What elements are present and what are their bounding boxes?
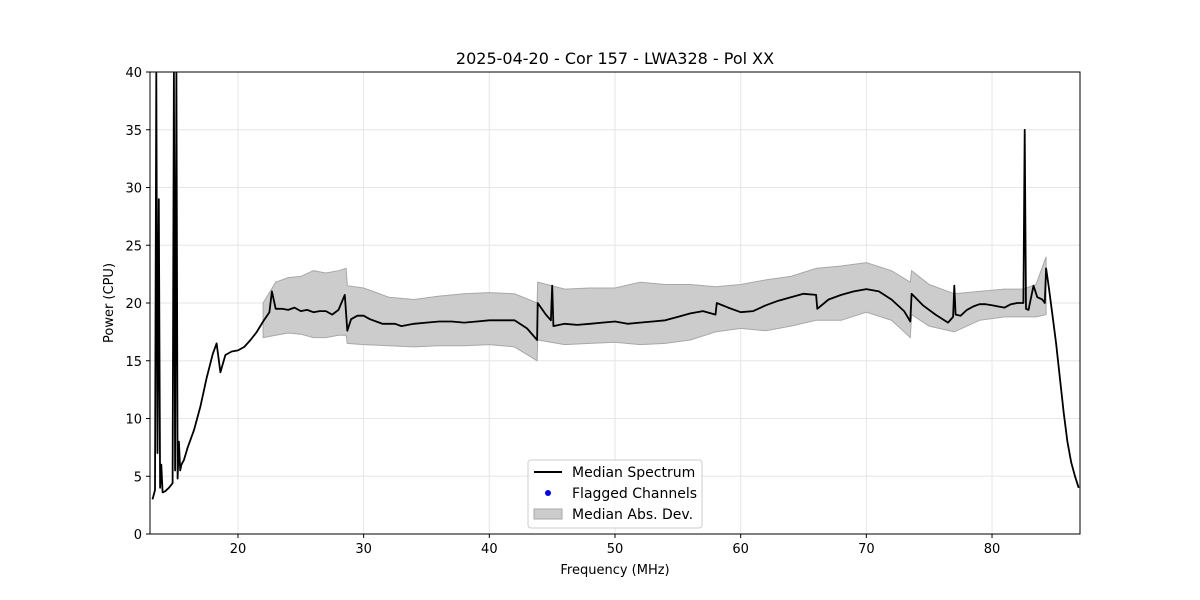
x-axis-ticks: 20 30 40 50 60 70 80 [230, 534, 1001, 557]
median-spectrum-line [151, 72, 1080, 500]
y-tick-label: 35 [125, 124, 142, 139]
x-tick-label: 40 [481, 542, 498, 557]
y-tick-label: 10 [125, 413, 142, 428]
x-tick-label: 80 [984, 542, 1001, 557]
mad-band-layer [262, 256, 1047, 362]
legend-flagged-swatch [545, 490, 551, 496]
y-axis-label: Power (CPU) [102, 263, 117, 343]
x-tick-label: 60 [732, 542, 749, 557]
x-tick-label: 50 [607, 542, 624, 557]
median-line-layer [151, 72, 1080, 500]
legend: Median Spectrum Flagged Channels Median … [527, 459, 703, 529]
mad-band [262, 256, 1047, 362]
x-tick-label: 30 [355, 542, 372, 557]
x-axis-label: Frequency (MHz) [560, 563, 669, 578]
y-tick-label: 25 [125, 239, 142, 254]
legend-mad-swatch [533, 508, 563, 520]
legend-median-label: Median Spectrum [572, 465, 695, 481]
y-axis-ticks: 0 5 10 15 20 25 30 35 40 [125, 66, 150, 543]
chart-title: 2025-04-20 - Cor 157 - LWA328 - Pol XX [456, 49, 774, 68]
legend-box [527, 459, 703, 529]
y-tick-label: 5 [134, 470, 142, 485]
legend-mad-label: Median Abs. Dev. [572, 507, 693, 523]
y-tick-label: 0 [134, 528, 142, 543]
x-tick-label: 20 [230, 542, 247, 557]
x-tick-label: 70 [858, 542, 875, 557]
y-tick-label: 40 [125, 66, 142, 81]
y-tick-label: 30 [125, 182, 142, 197]
legend-flagged-label: Flagged Channels [572, 486, 697, 502]
y-tick-label: 15 [125, 355, 142, 370]
y-tick-label: 20 [125, 297, 142, 312]
